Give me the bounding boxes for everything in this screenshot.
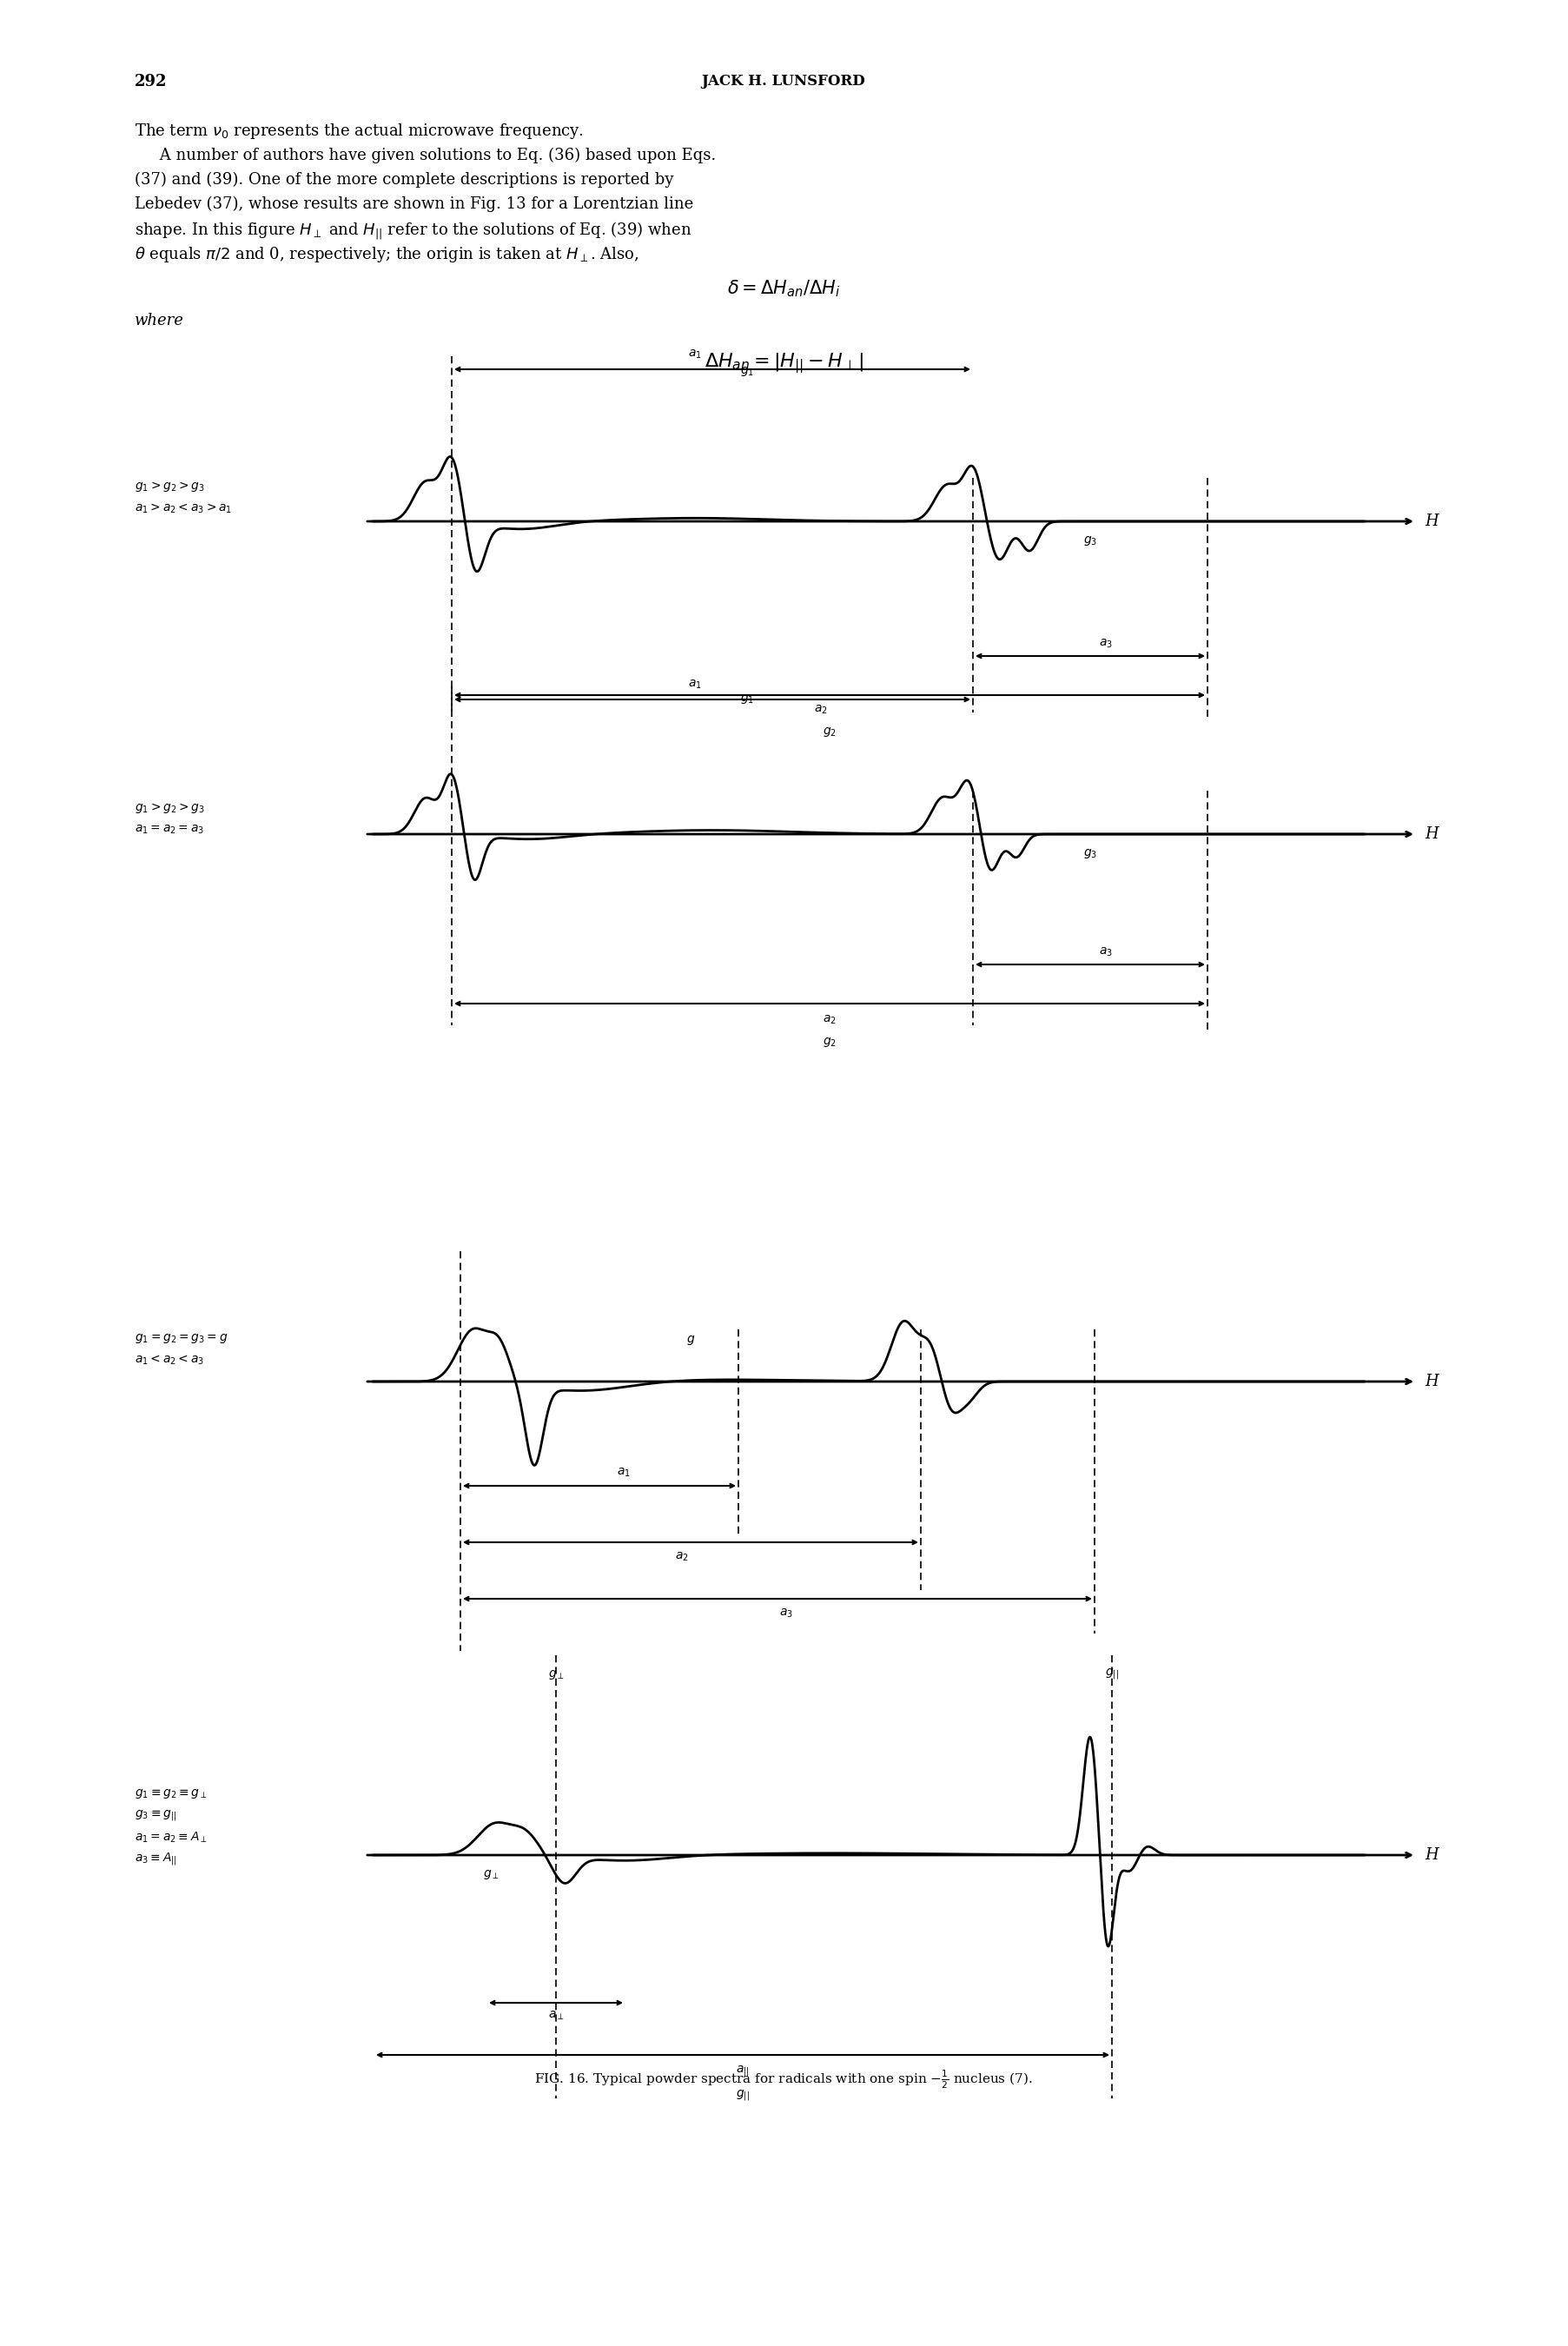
Text: $a_3$: $a_3$ <box>779 1607 793 1621</box>
Text: The term $\nu_0$ represents the actual microwave frequency.: The term $\nu_0$ represents the actual m… <box>135 122 583 141</box>
Text: $g_1 \equiv g_2 \equiv g_\perp$: $g_1 \equiv g_2 \equiv g_\perp$ <box>135 1788 207 1802</box>
Text: $g_{||}$: $g_{||}$ <box>735 2088 750 2102</box>
Text: $a_2$: $a_2$ <box>823 1013 836 1028</box>
Text: $a_3 \equiv A_{||}$: $a_3 \equiv A_{||}$ <box>135 1851 177 1867</box>
Text: H: H <box>1425 1375 1438 1389</box>
Text: 292: 292 <box>135 73 168 89</box>
Text: $g_2$: $g_2$ <box>823 725 837 739</box>
Text: $g_1$: $g_1$ <box>740 692 754 706</box>
Text: shape. In this figure $H_\perp$ and $H_{||}$ refer to the solutions of Eq. (39) : shape. In this figure $H_\perp$ and $H_{… <box>135 221 691 242</box>
Text: JACK H. LUNSFORD: JACK H. LUNSFORD <box>701 73 866 89</box>
Text: $g_\perp$: $g_\perp$ <box>547 1668 564 1682</box>
Text: $g_1 > g_2 > g_3$: $g_1 > g_2 > g_3$ <box>135 479 205 493</box>
Text: $a_{||}$: $a_{||}$ <box>735 2064 750 2079</box>
Text: $g_{||}$: $g_{||}$ <box>1105 1668 1120 1682</box>
Text: $g_2$: $g_2$ <box>823 1035 837 1049</box>
Text: H: H <box>1425 826 1438 842</box>
Text: A number of authors have given solutions to Eq. (36) based upon Eqs.: A number of authors have given solutions… <box>135 148 717 164</box>
Text: (37) and (39). One of the more complete descriptions is reported by: (37) and (39). One of the more complete … <box>135 171 674 188</box>
Text: $a_1 < a_2 < a_3$: $a_1 < a_2 < a_3$ <box>135 1354 204 1365</box>
Text: $g_1 = g_2 = g_3 = g$: $g_1 = g_2 = g_3 = g$ <box>135 1333 227 1344</box>
Text: $g_1$: $g_1$ <box>740 366 754 378</box>
Text: $g_3 \equiv g_{||}$: $g_3 \equiv g_{||}$ <box>135 1809 177 1823</box>
Text: $g_3$: $g_3$ <box>1083 535 1098 547</box>
Text: $g$: $g$ <box>687 1335 695 1347</box>
Text: where: where <box>135 312 183 328</box>
Text: $a_1$: $a_1$ <box>688 678 702 690</box>
Text: $a_3$: $a_3$ <box>1099 945 1113 960</box>
Text: $\delta = \Delta H_{an}/\Delta H_i$: $\delta = \Delta H_{an}/\Delta H_i$ <box>728 279 840 298</box>
Text: F$\mathregular{IG}$. 16. Typical powder spectra for radicals with one spin $-\fr: F$\mathregular{IG}$. 16. Typical powder … <box>535 2067 1033 2090</box>
Text: H: H <box>1425 514 1438 530</box>
Text: $a_2$: $a_2$ <box>814 704 828 716</box>
Text: $\Delta H_{an} = | H_{||} - H_\perp |$: $\Delta H_{an} = | H_{||} - H_\perp |$ <box>704 352 862 375</box>
Text: Lebedev (37), whose results are shown in Fig. 13 for a Lorentzian line: Lebedev (37), whose results are shown in… <box>135 197 693 211</box>
Text: $a_1$: $a_1$ <box>616 1466 630 1478</box>
Text: $g_1 > g_2 > g_3$: $g_1 > g_2 > g_3$ <box>135 800 205 814</box>
Text: $\theta$ equals $\pi/2$ and 0, respectively; the origin is taken at $H_\perp$. A: $\theta$ equals $\pi/2$ and 0, respectiv… <box>135 244 638 265</box>
Text: $a_2$: $a_2$ <box>676 1551 688 1562</box>
Text: H: H <box>1425 1846 1438 1863</box>
Text: $a_\perp$: $a_\perp$ <box>547 2011 564 2022</box>
Text: $a_1 = a_2 \equiv A_\perp$: $a_1 = a_2 \equiv A_\perp$ <box>135 1830 207 1844</box>
Text: $g_\perp$: $g_\perp$ <box>483 1867 499 1881</box>
Text: $a_3$: $a_3$ <box>1099 638 1113 650</box>
Text: $a_1 = a_2 = a_3$: $a_1 = a_2 = a_3$ <box>135 823 204 835</box>
Text: $a_1$: $a_1$ <box>688 347 702 361</box>
Text: $a_1 > a_2 < a_3 > a_1$: $a_1 > a_2 < a_3 > a_1$ <box>135 502 232 516</box>
Text: $g_3$: $g_3$ <box>1083 847 1098 861</box>
